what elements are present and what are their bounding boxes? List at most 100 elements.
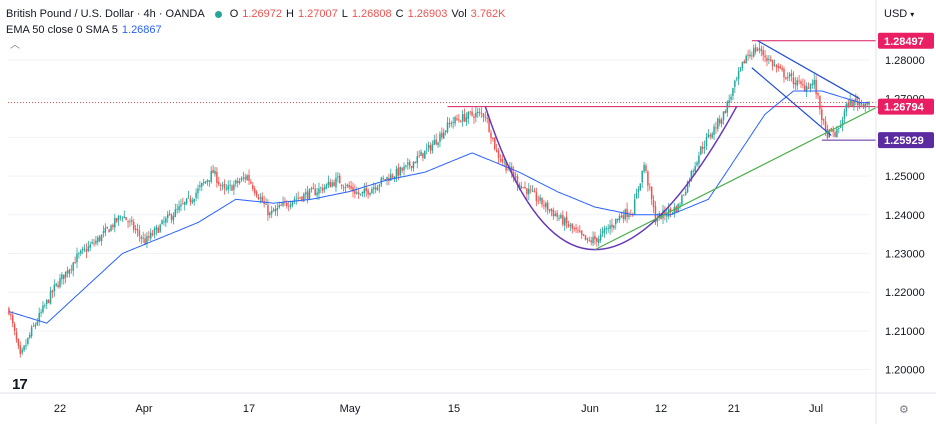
candle bbox=[531, 185, 534, 192]
candle-body bbox=[342, 186, 345, 188]
indicator-label[interactable]: EMA 50 close 0 SMA 5 bbox=[6, 24, 118, 36]
currency-selector[interactable]: USD ▾ bbox=[884, 8, 914, 20]
candle bbox=[429, 142, 432, 155]
indicator-row[interactable]: EMA 50 close 0 SMA 5 1.26867 bbox=[6, 22, 506, 38]
candle-body bbox=[503, 161, 505, 163]
symbol-row[interactable]: British Pound / U.S. Dollar · 4h · OANDA… bbox=[6, 6, 506, 22]
candle bbox=[59, 274, 61, 289]
candle-body bbox=[705, 137, 708, 147]
candle-body bbox=[734, 80, 736, 87]
market-open-indicator bbox=[214, 10, 222, 18]
candle bbox=[567, 220, 570, 228]
candle bbox=[580, 230, 583, 239]
candle bbox=[331, 179, 333, 188]
price-label-text: 1.28497 bbox=[884, 36, 924, 48]
candle bbox=[546, 199, 549, 215]
candle bbox=[579, 224, 581, 234]
candle-body bbox=[422, 152, 424, 158]
candle-body bbox=[142, 237, 144, 239]
settings-gear-icon[interactable]: ⚙ bbox=[899, 404, 909, 416]
candle bbox=[847, 98, 850, 109]
candle-body bbox=[59, 278, 61, 288]
candle bbox=[393, 175, 396, 183]
candle bbox=[314, 184, 316, 196]
candle bbox=[645, 163, 647, 174]
candle-body bbox=[236, 180, 239, 183]
candle bbox=[486, 113, 488, 124]
candle bbox=[187, 190, 190, 199]
candle-body bbox=[238, 181, 241, 184]
candle bbox=[178, 200, 180, 214]
indicator-value: 1.26867 bbox=[121, 24, 162, 36]
candle-body bbox=[785, 77, 787, 79]
candle-body bbox=[482, 113, 485, 117]
candle-body bbox=[535, 192, 538, 201]
candle-body bbox=[357, 192, 360, 195]
candle-body bbox=[613, 225, 615, 229]
candle-body bbox=[93, 242, 95, 244]
candle bbox=[197, 184, 199, 200]
candle bbox=[471, 107, 473, 117]
candle bbox=[365, 182, 367, 197]
candle bbox=[839, 120, 842, 129]
candle-body bbox=[622, 215, 625, 219]
candle-body bbox=[722, 111, 725, 120]
candle bbox=[512, 166, 515, 183]
time-axis[interactable]: 22 Apr 17 May 15 Jun 12 21 Jul bbox=[54, 403, 823, 415]
candle-body bbox=[597, 239, 600, 243]
candle-body bbox=[127, 221, 129, 223]
candle bbox=[240, 176, 243, 182]
candle bbox=[807, 82, 810, 89]
candle-body bbox=[318, 188, 320, 194]
candle-body bbox=[112, 224, 114, 228]
candle bbox=[335, 172, 337, 192]
candle-body bbox=[669, 208, 672, 212]
candle-body bbox=[30, 327, 33, 337]
candle bbox=[495, 143, 498, 153]
candle-body bbox=[397, 167, 400, 176]
candle-body bbox=[507, 169, 509, 171]
candle bbox=[584, 235, 587, 241]
candle bbox=[575, 223, 577, 234]
candle-body bbox=[255, 191, 258, 196]
candle-body bbox=[832, 130, 834, 133]
candle bbox=[431, 140, 434, 154]
candle-body bbox=[165, 218, 167, 223]
candle-body bbox=[38, 312, 40, 322]
candle bbox=[715, 121, 717, 134]
candle-body bbox=[469, 111, 471, 113]
candle-body bbox=[306, 191, 309, 199]
candle-body bbox=[836, 129, 838, 138]
candle bbox=[174, 203, 177, 218]
tradingview-logo[interactable]: 17 bbox=[12, 376, 28, 393]
ema-50-line-layer bbox=[8, 90, 870, 324]
candle bbox=[764, 49, 766, 63]
candle bbox=[550, 208, 553, 217]
time-tick-label: 17 bbox=[243, 403, 255, 415]
candle-body bbox=[768, 58, 770, 60]
candle-body bbox=[603, 228, 606, 233]
candle bbox=[401, 166, 403, 174]
candle-body bbox=[633, 199, 636, 216]
candle-body bbox=[149, 232, 152, 239]
price-labels: 1.28497 1.26794 1.25929 bbox=[878, 32, 934, 149]
candle bbox=[193, 198, 195, 206]
chevron-up-icon[interactable]: ︿ bbox=[10, 40, 20, 51]
candle-body bbox=[573, 228, 575, 230]
candle bbox=[206, 179, 209, 186]
candle bbox=[435, 133, 437, 146]
candle-body bbox=[223, 183, 226, 189]
candle-body bbox=[647, 171, 649, 186]
instrument-title[interactable]: British Pound / U.S. Dollar · 4h · OANDA bbox=[6, 8, 205, 20]
candle-body bbox=[703, 146, 706, 148]
candle-body bbox=[683, 194, 685, 196]
candle-body bbox=[707, 134, 710, 138]
candle-body bbox=[293, 199, 296, 201]
candle bbox=[269, 211, 271, 219]
candle bbox=[210, 166, 212, 184]
candle bbox=[227, 180, 229, 194]
candle bbox=[520, 181, 522, 189]
candle-body bbox=[796, 80, 798, 86]
